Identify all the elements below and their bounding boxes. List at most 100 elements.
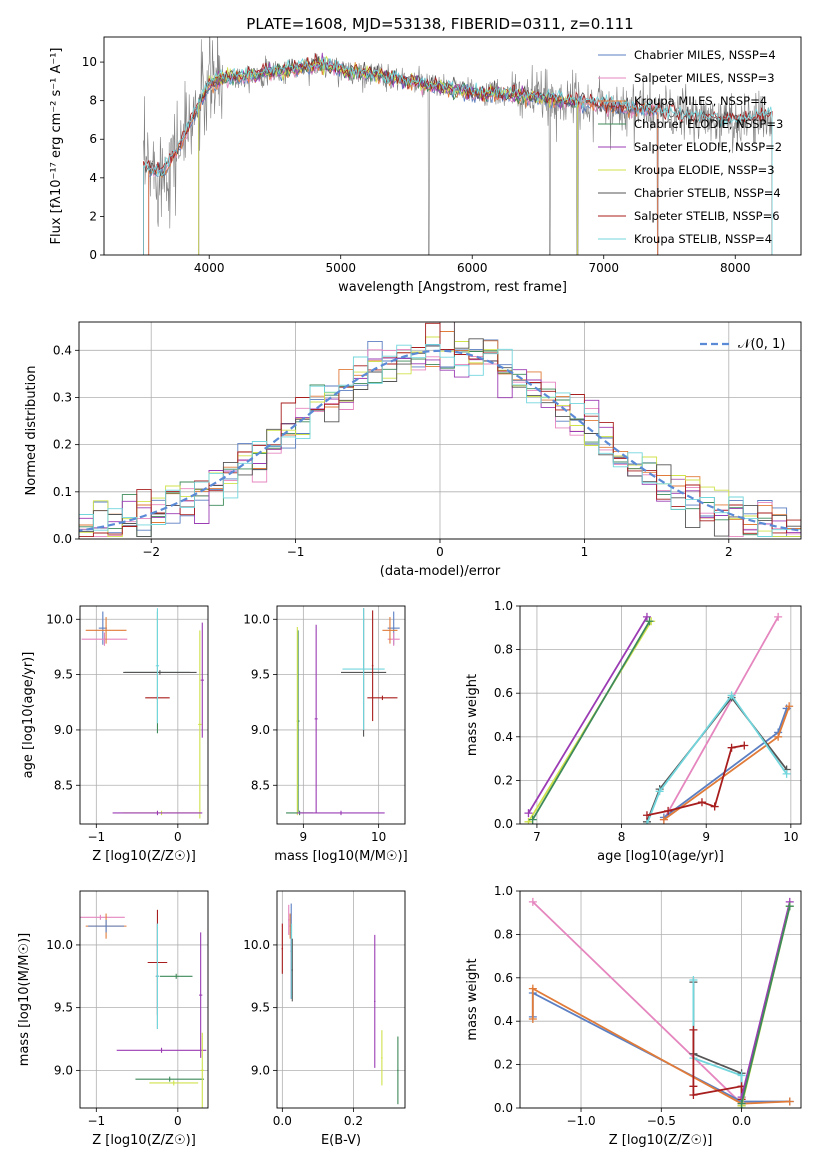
weight-marker-kroupa_stelib: [782, 769, 791, 778]
x-tick-label: 1: [581, 545, 589, 559]
panel-age_vs_z: −1 0 8.5 9.0 9.5 10.0 Z [log10(Z/Z☉)] age [log1…: [21, 605, 209, 864]
y-axis-label: age [log10(age/yr)]: [21, 652, 36, 779]
plot-area-residuals: [79, 322, 801, 538]
legend-entry-salpeter_stelib: Salpeter STELIB, NSSP=6: [634, 209, 780, 223]
y-tick-label: 10: [82, 55, 97, 69]
x-tick-label: 10: [371, 830, 386, 844]
weight-marker-salpeter_elodie: [524, 809, 533, 818]
weight-line-chabrier_elodie: [531, 620, 651, 821]
weight-marker-kroupa_miles: [659, 815, 668, 824]
y-axis-label: mass [log10(M/M☉)]: [17, 933, 32, 1066]
x-tick-label: 0: [174, 1114, 182, 1128]
y-tick-label: 0.8: [494, 643, 513, 657]
weight-marker-kroupa_stelib: [727, 691, 736, 700]
chart-title: PLATE=1608, MJD=53138, FIBERID=0311, z=0…: [246, 15, 633, 33]
y-tick-label: 0.0: [494, 817, 513, 831]
y-tick-label: 9.0: [251, 1063, 270, 1077]
axes-residuals: −2 −1 0 1 2 0.0 0.1 0.2 0.3 0.4 (data-model)/error…: [24, 321, 802, 579]
model-spectrum-kroupa_miles: [148, 60, 659, 255]
weight-marker-salpeter_stelib: [689, 1090, 698, 1099]
x-axis-label: Z [log10(Z/Z☉)]: [92, 1133, 196, 1148]
y-tick-label: 9.0: [251, 723, 270, 737]
y-tick-label: 9.5: [251, 668, 270, 682]
model-spectrum-salpeter_elodie: [198, 52, 578, 255]
panel-spectrum: 4000 5000 6000 7000 8000 0 2 4 6 8 10 wavelength [A…: [49, 36, 802, 295]
y-tick-label: 1.0: [494, 599, 513, 613]
histogram-salpeter_stelib: [79, 322, 801, 538]
axes-frame: [276, 605, 406, 825]
y-tick-label: 0.4: [494, 730, 513, 744]
x-axis-label: age [log10(age/yr)]: [597, 849, 724, 864]
weight-line-chabrier_elodie: [740, 905, 791, 1104]
y-tick-label: 0: [89, 248, 97, 262]
x-axis-label: Z [log10(Z/Z☉)]: [92, 849, 196, 864]
y-axis-label: Flux [fλ10⁻¹⁷ erg cm⁻² s⁻¹ A⁻¹]: [49, 48, 64, 245]
legend-entry-kroupa_elodie: Kroupa ELODIE, NSSP=3: [634, 163, 775, 177]
x-tick-label: 8: [618, 830, 626, 844]
y-tick-label: 8: [89, 94, 97, 108]
x-axis-label: mass [log10(M/M☉)]: [274, 849, 407, 864]
weight-marker-salpeter_stelib: [697, 798, 706, 807]
legend-entry-kroupa_miles: Kroupa MILES, NSSP=4: [634, 94, 767, 108]
weight-marker-kroupa_miles: [774, 732, 783, 741]
axes-weight_vs_age: 7 8 9 10 0.0 0.2 0.4 0.6 0.8 1.0 age [log10(age/yr…: [465, 599, 802, 864]
axes-frame: [79, 605, 209, 825]
weight-line-salpeter_elodie: [740, 901, 791, 1098]
x-axis-label: wavelength [Angstrom, rest frame]: [338, 280, 567, 295]
y-tick-label: 10.0: [243, 612, 270, 626]
y-tick-label: 0.8: [494, 927, 513, 941]
weight-marker-kroupa_stelib: [737, 1071, 746, 1080]
legend-entry-chabrier_stelib: Chabrier STELIB, NSSP=4: [634, 186, 781, 200]
y-tick-label: 0.2: [494, 773, 513, 787]
x-tick-label: 0.2: [344, 1114, 363, 1128]
axes-frame: [103, 36, 802, 256]
grid-age_vs_mass: [277, 606, 405, 824]
x-axis-label: Z [log10(Z/Z☉)]: [609, 1133, 713, 1148]
weight-line-salpeter_miles: [663, 616, 779, 821]
x-tick-label: −1: [87, 830, 105, 844]
axes-age_vs_z: −1 0 8.5 9.0 9.5 10.0 Z [log10(Z/Z☉)] age [log1…: [21, 605, 209, 864]
axes-age_vs_mass: 9 10 8.5 9.0 9.5 10.0 mass [log10(M/M☉)]: [243, 605, 408, 864]
x-tick-label: −1.0: [566, 1114, 595, 1128]
panel-weight_vs_age: 7 8 9 10 0.0 0.2 0.4 0.6 0.8 1.0 age [log10(age/yr…: [465, 599, 802, 864]
y-tick-label: 0.3: [53, 390, 72, 404]
x-tick-label: 2: [725, 545, 733, 559]
model-spectrum-kroupa_stelib: [143, 57, 773, 255]
grid-mass_vs_z: [80, 891, 208, 1108]
weight-marker-salpeter_miles: [528, 897, 537, 906]
x-tick-label: −0.5: [647, 1114, 676, 1128]
axes-weight_vs_z: −1.0 −0.5 0.0 0.0 0.2 0.4 0.6 0.8 1.0 Z [log10(Z/…: [465, 884, 802, 1148]
x-axis-label: E(B-V): [321, 1133, 361, 1148]
axes-frame: [519, 890, 802, 1109]
weight-marker-salpeter_stelib: [689, 1082, 698, 1091]
y-tick-label: 0.4: [53, 343, 72, 357]
x-tick-label: 9: [300, 830, 308, 844]
y-tick-label: 0.4: [494, 1014, 513, 1028]
grid-mass_vs_ebv: [277, 891, 405, 1108]
grid-age_vs_z: [80, 606, 208, 824]
weight-line-chabrier_miles: [663, 708, 788, 819]
panel-residuals: −2 −1 0 1 2 0.0 0.1 0.2 0.3 0.4 (data-model)/error…: [24, 321, 802, 579]
x-axis-label: (data-model)/error: [380, 564, 501, 579]
y-tick-label: 2: [89, 209, 97, 223]
y-tick-label: 9.5: [54, 1001, 73, 1015]
weight-marker-salpeter_elodie: [642, 612, 651, 621]
y-tick-label: 0.6: [494, 686, 513, 700]
y-tick-label: 0.2: [494, 1058, 513, 1072]
y-axis-label: mass weight: [465, 958, 480, 1040]
x-tick-label: 4000: [194, 261, 225, 275]
weight-marker-kroupa_miles: [785, 1097, 794, 1106]
weight-marker-kroupa_stelib: [642, 820, 651, 824]
model-spectrum-chabrier_miles: [148, 58, 659, 255]
y-tick-label: 10.0: [243, 938, 270, 952]
plot-area-weight_vs_age: [524, 612, 794, 824]
plot-area-mass_vs_ebv: [281, 903, 399, 1105]
x-tick-label: 7000: [588, 261, 619, 275]
legend-entry-kroupa_stelib: Kroupa STELIB, NSSP=4: [634, 232, 772, 246]
y-tick-label: 0.1: [53, 485, 72, 499]
model-spectrum-salpeter_miles: [148, 56, 659, 255]
panel-age_vs_mass: 9 10 8.5 9.0 9.5 10.0 mass [log10(M/M☉)]: [243, 605, 408, 864]
weight-marker-kroupa_elodie: [524, 817, 533, 824]
weight-line-kroupa_miles: [531, 987, 790, 1105]
weight-marker-salpeter_stelib: [710, 802, 719, 811]
